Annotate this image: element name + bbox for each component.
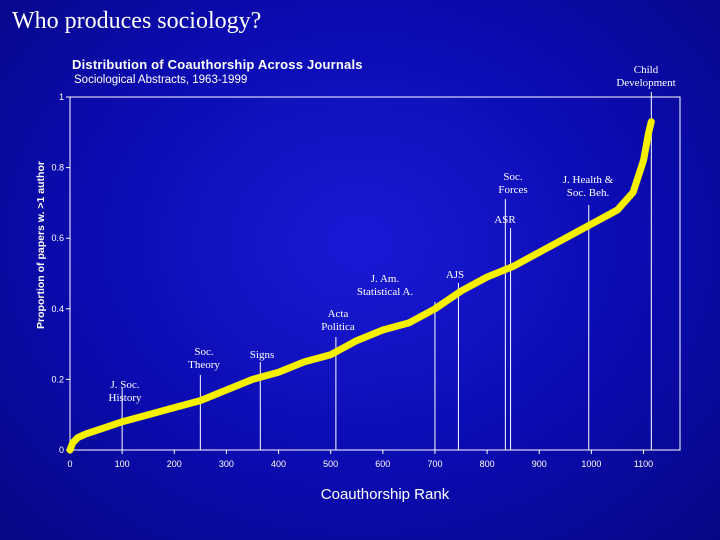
x-tick-label: 100: [115, 459, 130, 469]
x-tick-label: 300: [219, 459, 234, 469]
annotation-label: ASR: [494, 214, 516, 226]
x-tick-label: 600: [375, 459, 390, 469]
data-point: [483, 273, 491, 281]
data-point: [405, 319, 413, 327]
x-tick-label: 500: [323, 459, 338, 469]
annotation-label: AJS: [446, 269, 464, 281]
data-point: [431, 305, 439, 312]
annotation-label: Child Development: [616, 64, 675, 89]
axes: 0 0.2 0.4 0.6 0.8 1 0 100 200 300 400 500 600 700 800 9…: [51, 92, 681, 469]
data-point: [353, 337, 360, 344]
y-axis-label: Proportion of papers w. >1 author: [35, 161, 47, 329]
data-point: [171, 404, 178, 411]
annotation-label: Soc. Forces: [498, 171, 527, 196]
data-point: [648, 118, 655, 125]
data-point: [66, 446, 74, 454]
data-point: [457, 287, 465, 295]
data-point: [249, 376, 256, 383]
x-tick-label: 700: [427, 459, 442, 469]
y-tick-label: 0.2: [51, 374, 64, 384]
data-point: [98, 425, 105, 433]
chart-subtitle: Sociological Abstracts, 1963-1999: [74, 74, 248, 86]
series-layer: [66, 118, 655, 454]
x-tick-label: 0: [67, 459, 72, 469]
x-tick-label: 800: [480, 459, 495, 469]
data-point: [197, 397, 204, 404]
data-point: [645, 129, 652, 136]
plot-frame: [69, 96, 681, 451]
data-point: [640, 157, 647, 164]
data-point: [69, 439, 76, 447]
slide-title: Who produces sociology?: [12, 8, 262, 34]
data-point: [145, 411, 152, 418]
data-point: [562, 235, 569, 242]
chart-title: Distribution of Coauthorship Across Jour…: [72, 57, 363, 72]
data-point: [118, 418, 126, 425]
annotation-label: Acta Politica: [321, 308, 355, 333]
data-point: [275, 369, 282, 376]
y-tick-label: 0: [59, 445, 64, 455]
x-tick-label: 900: [532, 459, 547, 469]
x-tick-label: 200: [167, 459, 182, 469]
annotation-label: J. Am. Statistical A.: [357, 273, 413, 298]
x-axis-label: Coauthorship Rank: [321, 486, 450, 503]
y-tick-label: 1: [59, 92, 64, 102]
y-tick-label: 0.4: [51, 304, 64, 314]
y-tick-label: 0.6: [51, 233, 64, 243]
data-point: [629, 189, 637, 196]
data-point: [327, 351, 334, 358]
data-point: [223, 386, 230, 394]
x-tick-label: 400: [271, 459, 286, 469]
x-tick-label: 1000: [581, 459, 601, 469]
annotation-label: Soc. Theory: [188, 346, 220, 371]
data-point: [614, 206, 621, 214]
label-layer: J. Soc. History Soc. Theory Signs Acta Politic…: [109, 64, 676, 404]
data-point: [536, 249, 543, 256]
x-tick-label: 1100: [634, 459, 653, 469]
annotation-label: J. Health & Soc. Beh.: [563, 174, 614, 199]
y-tick-label: 0.8: [51, 163, 64, 173]
data-point: [74, 434, 82, 441]
annotation-label: Signs: [250, 349, 274, 361]
data-point: [379, 326, 387, 334]
data-point: [82, 430, 89, 438]
data-point: [301, 358, 308, 365]
annotation-label: J. Soc. History: [109, 379, 143, 404]
data-point: [509, 263, 517, 270]
data-point: [588, 220, 595, 228]
annotation-lines: [121, 92, 652, 450]
